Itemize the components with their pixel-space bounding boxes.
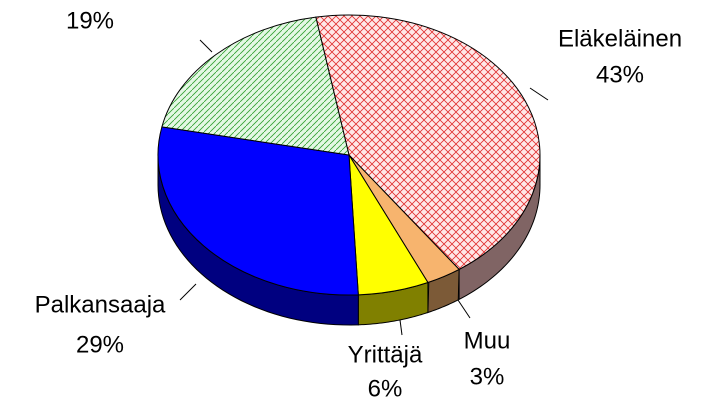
labels: Eläkeläinen 43% Muu 3% Yrittäjä 6% Palkansaaja… — [35, 7, 682, 402]
value-label: 3% — [470, 363, 505, 390]
value-label: 43% — [596, 61, 644, 88]
pie-slice — [157, 126, 359, 296]
leader-line — [199, 39, 213, 53]
leader-line — [179, 283, 197, 301]
value-label: 29% — [76, 331, 124, 358]
leader-line — [529, 87, 549, 101]
category-label: Muu — [464, 327, 511, 354]
category-label: Eläkeläinen — [558, 25, 682, 52]
pie-tops — [157, 14, 541, 296]
pie-sides — [157, 154, 541, 326]
category-label: Palkansaaja — [35, 291, 166, 318]
leader-line — [457, 299, 471, 319]
value-label: 6% — [368, 375, 403, 402]
leader-line — [399, 319, 403, 336]
category-label: Yrittäjä — [348, 341, 423, 368]
value-label: 19% — [66, 7, 114, 34]
pie-slice — [315, 14, 541, 271]
pie-slice — [161, 16, 350, 156]
